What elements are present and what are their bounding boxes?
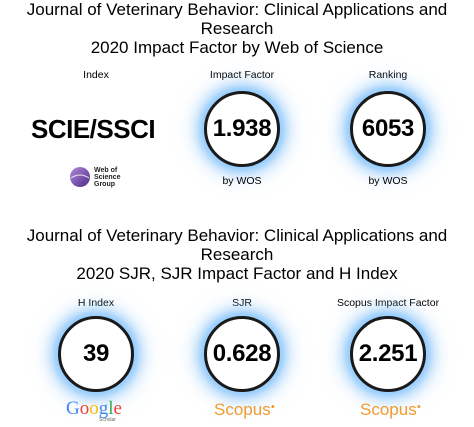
index-value: SCIE/SSCI <box>31 114 156 144</box>
logo-text-line3: Group <box>94 180 115 188</box>
scopus-if-scopus-logo-text: Scopus <box>360 400 417 419</box>
ranking-caption: by WOS <box>368 175 408 187</box>
impact-factor-circle: 1.938 <box>204 91 280 167</box>
impact-factor-caption: by WOS <box>222 175 262 187</box>
web-of-science-logo-text: Web of Science Group <box>94 167 120 188</box>
sjr-circle: 0.628 <box>204 316 280 392</box>
sjr-scopus-logo: Scopus● <box>214 400 275 419</box>
web-of-science-logo: Web of Science Group <box>69 166 120 188</box>
section1-title: Journal of Veterinary Behavior: Clinical… <box>0 0 474 57</box>
scopus-impact-factor-label: Scopus Impact Factor <box>336 297 440 309</box>
ranking-value: 6053 <box>361 115 415 142</box>
h-index-label: H Index <box>77 297 115 309</box>
scopus-impact-factor-value: 2.251 <box>358 340 418 367</box>
section2-title: Journal of Veterinary Behavior: Clinical… <box>0 226 474 283</box>
section1-title-line1: Journal of Veterinary Behavior: Clinical… <box>26 0 448 19</box>
google-scholar-logo: Google <box>66 398 122 419</box>
section2-title-line1: Journal of Veterinary Behavior: Clinical… <box>26 226 448 245</box>
sjr-scopus-logo-text: Scopus <box>214 400 271 419</box>
index-label: Index <box>83 69 109 81</box>
section2-title-line2: Research <box>200 245 274 264</box>
h-index-circle: 39 <box>58 316 134 392</box>
section2-title-line3: 2020 SJR, SJR Impact Factor and H Index <box>76 264 398 283</box>
ranking-label: Ranking <box>368 69 408 81</box>
sjr-value: 0.628 <box>212 340 272 367</box>
ranking-circle: 6053 <box>350 91 426 167</box>
impact-factor-value: 1.938 <box>212 115 272 142</box>
section1-title-line2: Research <box>200 19 274 38</box>
logo-text-line2: Science <box>94 173 121 181</box>
section1-title-line3: 2020 Impact Factor by Web of Science <box>90 38 384 57</box>
google-scholar-sub: Scholar <box>99 417 116 423</box>
impact-factor-label: Impact Factor <box>209 69 275 81</box>
web-of-science-logo-icon <box>70 167 90 187</box>
sjr-label: SJR <box>232 297 252 309</box>
scopus-impact-factor-circle: 2.251 <box>350 316 426 392</box>
scopus-if-scopus-logo: Scopus● <box>360 400 421 419</box>
h-index-value: 39 <box>82 340 110 367</box>
logo-text-line1: Web of <box>94 166 118 174</box>
